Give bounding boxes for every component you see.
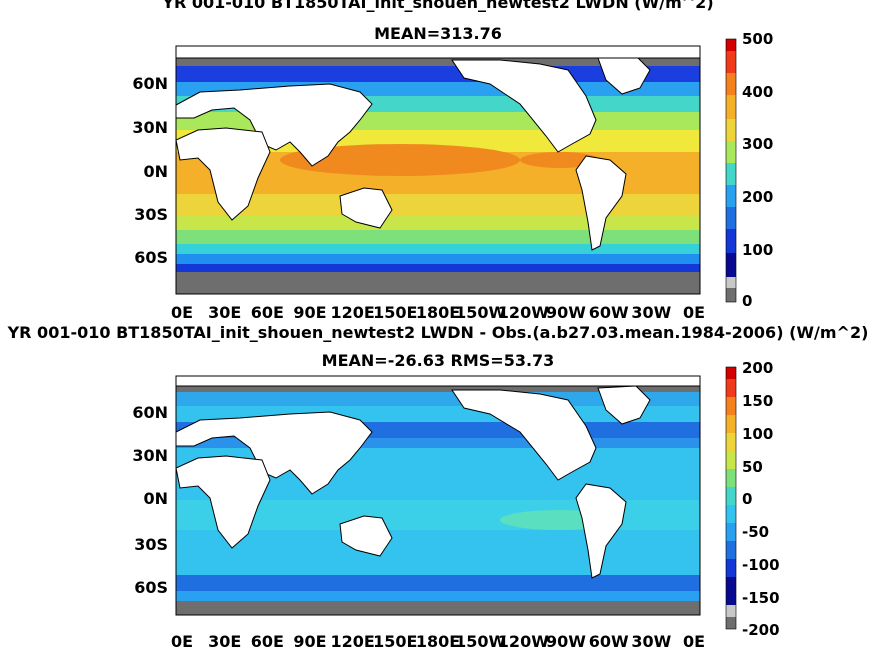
bottom-title-line1: YR 001-010 BT1850TAI_init_shouen_newtest… <box>7 323 869 342</box>
x-tick-label: 60E <box>251 303 284 322</box>
x-tick-label: 120E <box>331 303 375 322</box>
x-tick-label: 0E <box>683 632 705 651</box>
bottom-map <box>176 376 700 615</box>
colorbar-tick: -150 <box>742 589 780 607</box>
y-tick-label: 60S <box>134 248 168 267</box>
bottom-y-ticks: 60N 30N 0N 30S 60S <box>132 403 168 597</box>
top-panel: YR 001-010 BT1850TAI_init_shouen_newtest… <box>132 0 773 322</box>
colorbar-tick: 100 <box>742 241 773 259</box>
colorbar-tick: 0 <box>742 490 752 508</box>
y-tick-label: 60N <box>132 403 168 422</box>
bottom-colorbar: 200 150 100 50 0 -50 -100 -150 -200 <box>725 359 780 639</box>
colorbar-tick: 100 <box>742 425 773 443</box>
y-tick-label: 30N <box>132 118 168 137</box>
colorbar-tick: 0 <box>742 292 752 310</box>
y-tick-label: 30S <box>134 535 168 554</box>
y-tick-label: 60N <box>132 74 168 93</box>
x-tick-label: 0E <box>171 303 193 322</box>
top-map <box>176 46 700 294</box>
bottom-panel: YR 001-010 BT1850TAI_init_shouen_newtest… <box>7 323 869 651</box>
x-tick-label: 150E <box>373 632 417 651</box>
colorbar-tick: 200 <box>742 359 773 377</box>
y-tick-label: 0N <box>143 489 168 508</box>
y-tick-label: 30N <box>132 446 168 465</box>
x-tick-label: 0E <box>683 303 705 322</box>
colorbar-tick: 150 <box>742 392 773 410</box>
colorbar-tick: 50 <box>742 458 763 476</box>
x-tick-label: 120E <box>331 632 375 651</box>
top-y-ticks: 60N 30N 0N 30S 60S <box>132 74 168 267</box>
colorbar-tick: 300 <box>742 135 773 153</box>
colorbar-tick: 200 <box>742 188 773 206</box>
x-tick-label: 180E <box>416 303 460 322</box>
x-tick-label: 30E <box>208 632 241 651</box>
bottom-title-line2: MEAN=-26.63 RMS=53.73 <box>322 351 555 370</box>
x-tick-label: 30W <box>631 632 671 651</box>
x-tick-label: 90E <box>293 303 326 322</box>
x-tick-label: 30W <box>631 303 671 322</box>
x-tick-label: 60W <box>589 632 629 651</box>
x-tick-label: 120W <box>498 632 549 651</box>
x-tick-label: 90E <box>293 632 326 651</box>
x-tick-label: 150E <box>373 303 417 322</box>
y-tick-label: 60S <box>134 578 168 597</box>
colorbar-tick: 500 <box>742 30 773 48</box>
colorbar-tick: -200 <box>742 621 780 639</box>
x-tick-label: 120W <box>498 303 549 322</box>
x-tick-label: 0E <box>171 632 193 651</box>
colorbar-tick: -50 <box>742 523 769 541</box>
x-tick-label: 180E <box>416 632 460 651</box>
y-tick-label: 30S <box>134 205 168 224</box>
top-title-line2: MEAN=313.76 <box>374 24 502 43</box>
colorbar-tick: -100 <box>742 556 780 574</box>
x-tick-label: 60W <box>589 303 629 322</box>
x-tick-label: 150W <box>455 632 506 651</box>
x-tick-label: 90W <box>546 303 586 322</box>
x-tick-label: 150W <box>455 303 506 322</box>
colorbar-tick: 400 <box>742 83 773 101</box>
x-tick-label: 60E <box>251 632 284 651</box>
x-tick-label: 90W <box>546 632 586 651</box>
top-title-line1: YR 001-010 BT1850TAI_init_shouen_newtest… <box>161 0 713 12</box>
x-tick-label: 30E <box>208 303 241 322</box>
y-tick-label: 0N <box>143 162 168 181</box>
top-colorbar: 500 400 300 200 100 0 <box>725 30 773 310</box>
